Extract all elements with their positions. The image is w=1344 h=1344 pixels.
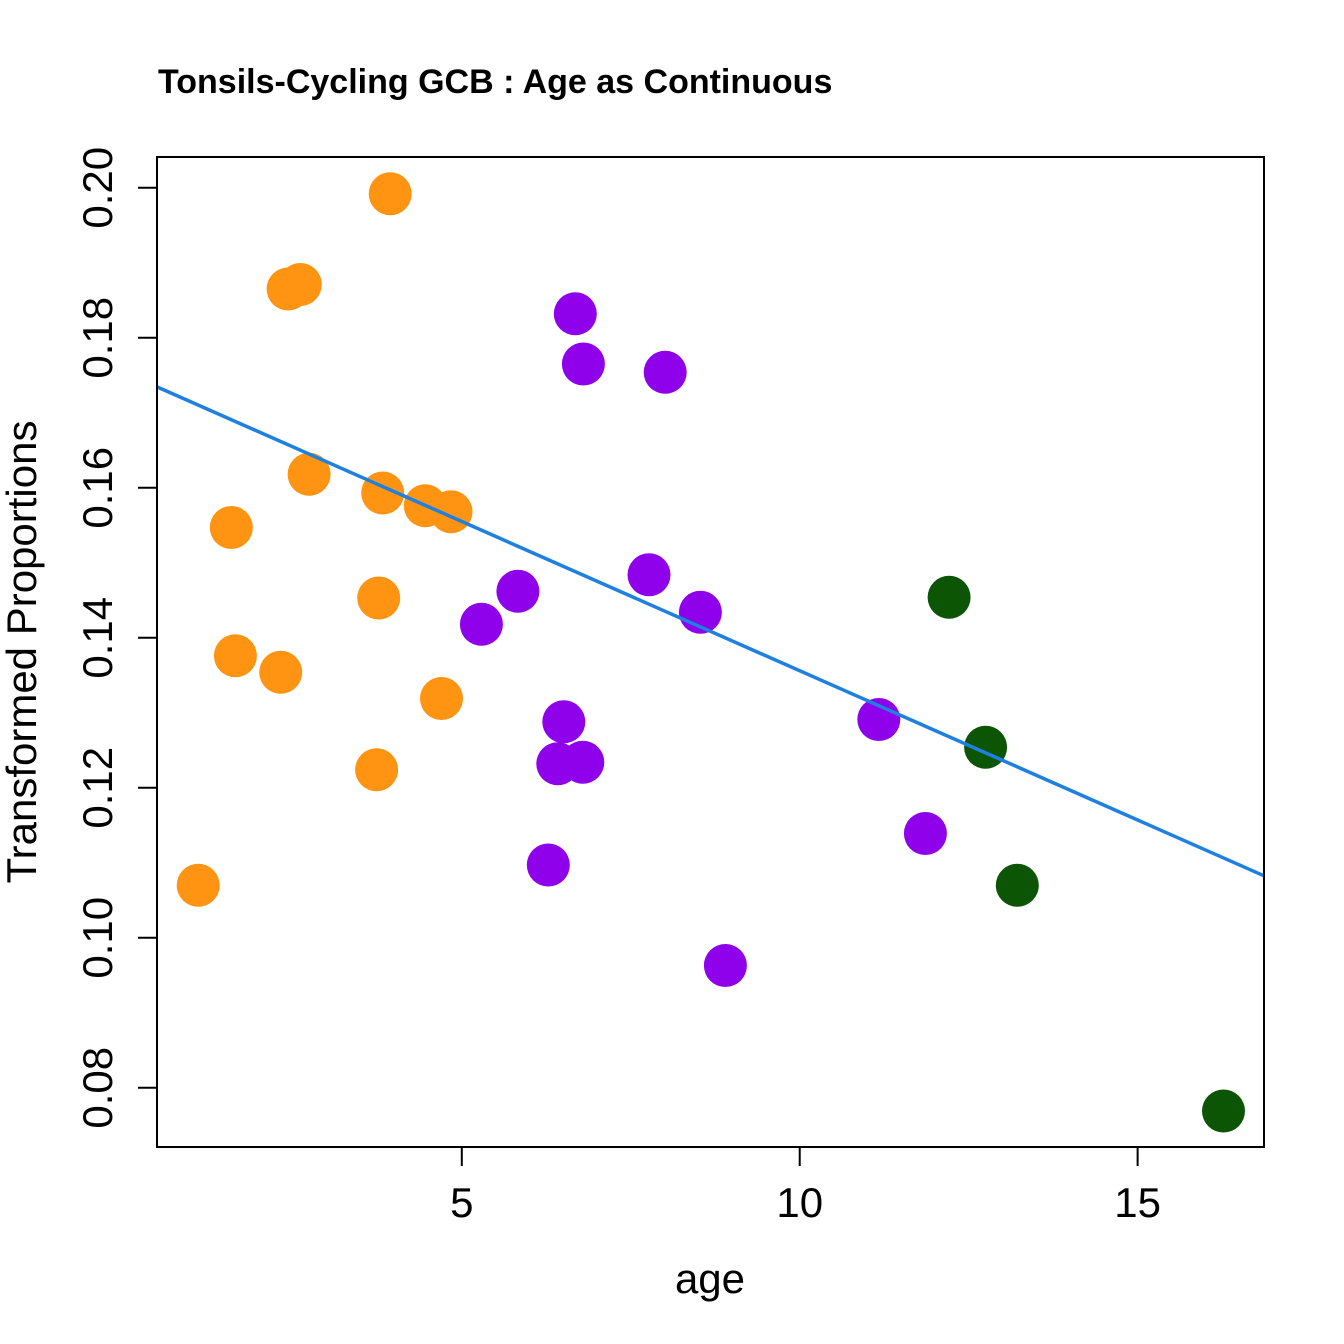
data-point <box>213 634 257 678</box>
data-point <box>355 748 399 792</box>
y-tick-label: 0.12 <box>74 747 121 829</box>
chart-title: Tonsils-Cycling GCB : Age as Continuous <box>158 63 832 101</box>
x-tick-label: 15 <box>1114 1179 1161 1226</box>
axes: 5 10 15 0.08 0.10 0.12 0.14 0.16 0.18 0.20 <box>74 147 1265 1226</box>
data-point <box>561 740 605 784</box>
data-point <box>459 602 503 646</box>
data-point <box>703 944 747 987</box>
data-point <box>259 650 303 694</box>
plot-frame <box>156 156 1265 1148</box>
data-point <box>561 342 605 386</box>
data-point <box>903 812 947 855</box>
plot-area <box>156 172 1265 1133</box>
y-tick-label: 0.08 <box>74 1047 121 1129</box>
data-point <box>553 292 597 336</box>
data-point <box>420 677 463 720</box>
data-point <box>526 843 570 887</box>
data-point <box>496 569 540 613</box>
x-axis-label: age <box>675 1255 745 1302</box>
y-tick-label: 0.10 <box>74 897 121 979</box>
y-axis-label: Transformed Proportions <box>0 421 45 884</box>
data-point <box>927 575 971 619</box>
series-purple-group <box>459 292 947 987</box>
data-point <box>1202 1089 1245 1133</box>
data-point <box>278 263 322 306</box>
data-point <box>368 172 412 216</box>
data-point <box>542 700 586 744</box>
data-point <box>209 506 253 549</box>
y-tick-label: 0.20 <box>74 147 121 229</box>
data-point <box>627 553 671 597</box>
series-green-group <box>927 575 1245 1133</box>
y-tick-label: 0.14 <box>74 597 121 679</box>
series-orange-group <box>176 172 473 907</box>
x-tick-label: 10 <box>776 1179 823 1226</box>
data-point <box>357 576 401 620</box>
data-point <box>287 452 331 496</box>
y-tick-label: 0.16 <box>74 447 121 529</box>
y-tick-label: 0.18 <box>74 297 121 379</box>
regression-line <box>156 385 1265 878</box>
data-point <box>643 350 687 394</box>
data-point <box>995 863 1039 907</box>
x-tick-label: 5 <box>450 1179 473 1226</box>
data-point <box>176 863 220 907</box>
